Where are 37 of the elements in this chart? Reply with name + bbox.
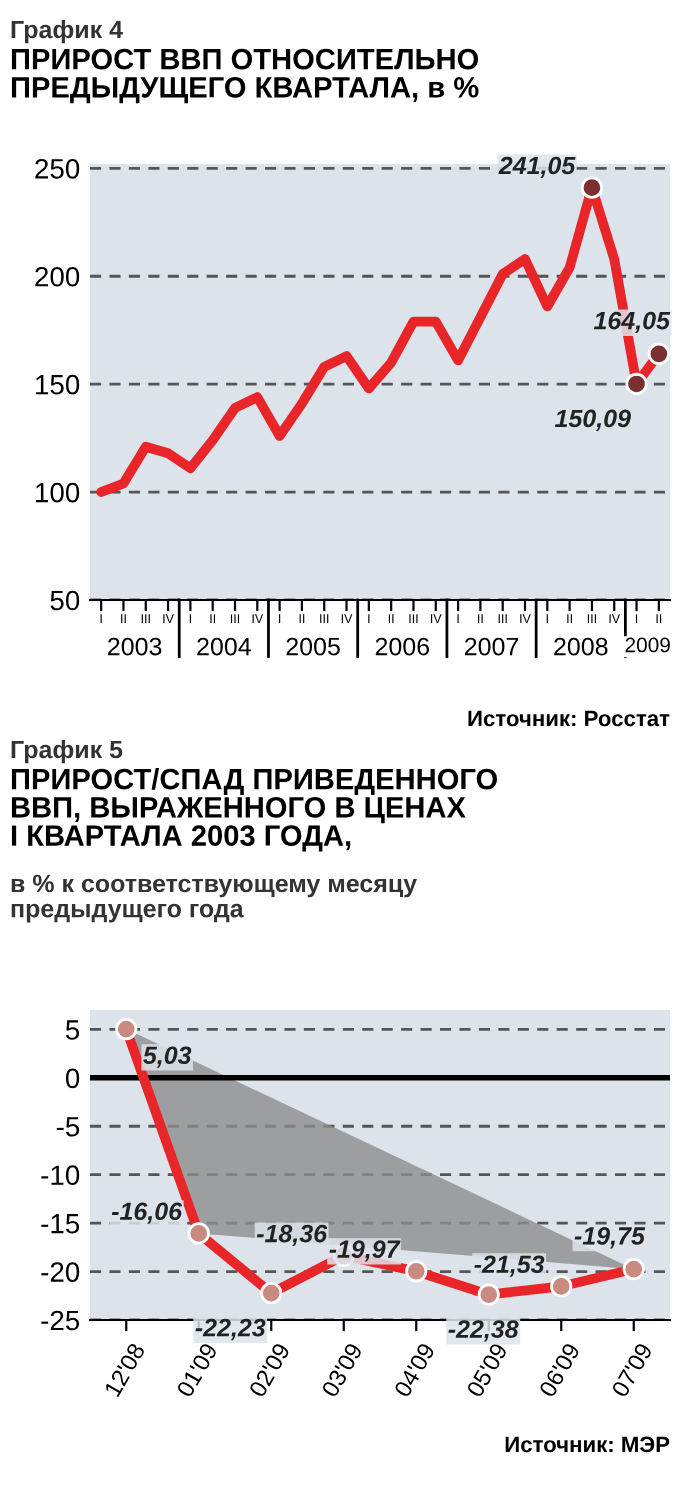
text: 2004 [197,637,251,656]
y-tick-label: 100 [36,482,80,503]
chart-title: ПРИРОСТ ВВП ОТНОСИТЕЛЬНО ПРЕДЫДУЩЕГО КВАРТАЛА, в % [11,48,479,104]
data-label: -21,53 [474,1255,545,1277]
data-label: -16,06 [111,1202,183,1224]
y-tick-label: 5 [65,1020,80,1040]
y-tick-label: 150 [36,374,80,395]
y-tick-label: 0 [65,1068,80,1089]
data-label: -19,97 [329,1240,401,1262]
y-tick-label: -10 [41,1165,80,1186]
text: 2009 [625,637,670,653]
y-tick-label: 250 [35,158,80,179]
data-label: -22,23 [195,1318,266,1341]
data-label: 241,05 [498,156,576,178]
chart-subtitle: в % к соответствующему месяцу предыдущего года [11,874,417,923]
y-tick-label: -25 [41,1310,80,1331]
y-tick-label: -5 [56,1117,80,1137]
text: 2005 [286,637,340,656]
data-label: 164,05 [593,311,671,334]
text: График 4 [11,20,123,44]
text: Источник: МЭР [505,1436,670,1453]
text: 2006 [375,637,430,656]
y-tick-label: 50 [50,590,80,611]
text: Источник: Росстат [468,710,670,727]
data-label: 5,03 [143,1046,192,1068]
y-tick-label: -20 [41,1262,80,1282]
text: 2003 [108,637,162,656]
text: 2008 [554,637,608,656]
data-label: -18,36 [256,1224,328,1247]
data-label: 150,09 [554,409,631,431]
y-tick-label: 200 [35,266,80,287]
data-label: -19,75 [574,1227,646,1249]
data-label: -22,38 [448,1320,519,1342]
text: 2007 [464,637,519,656]
chart-title: ПРИРОСТ/СПАД ПРИВЕДЕННОГО ВВП, ВЫРАЖЕННОГО В ЦЕНАХ I КВАРТАЛА 2003 ГОДА, [11,768,497,852]
y-tick-label: -15 [41,1214,80,1234]
text: График 5 [11,740,123,764]
